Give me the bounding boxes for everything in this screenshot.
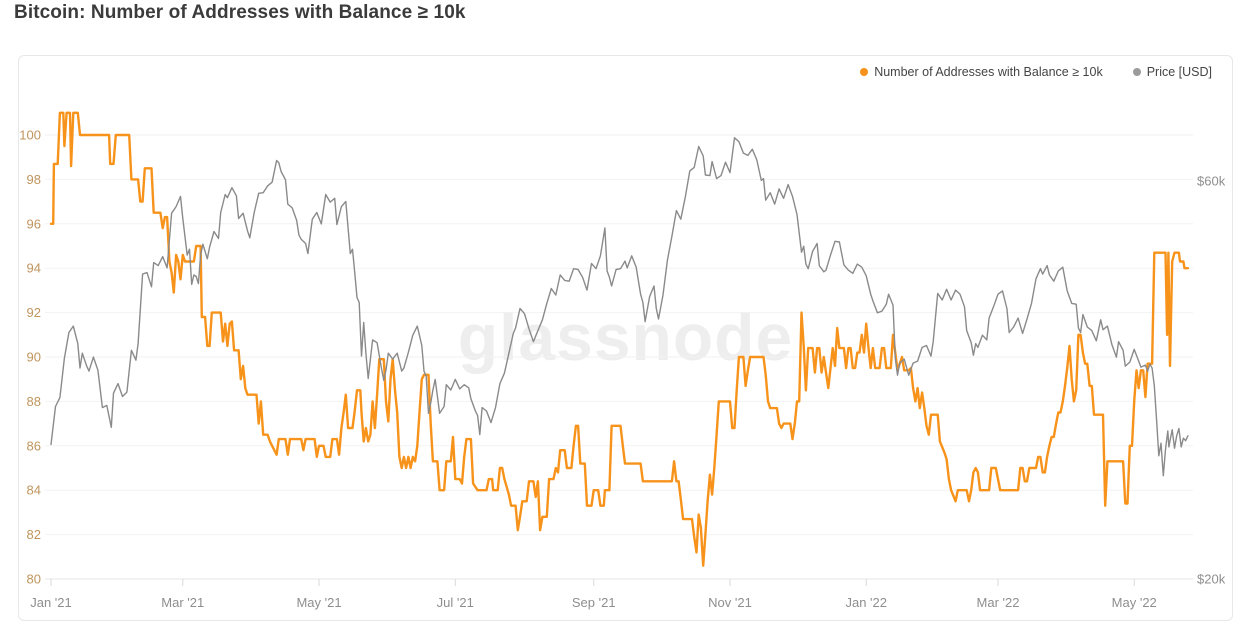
chart-card: Number of Addresses with Balance ≥ 10k P… xyxy=(18,55,1233,621)
page-title: Bitcoin: Number of Addresses with Balanc… xyxy=(14,2,466,23)
price-series-dot-icon xyxy=(1132,68,1141,76)
x-axis-label-Jan21: Jan '21 xyxy=(30,595,72,610)
y-left-label-84: 84 xyxy=(27,483,41,498)
x-axis-label-Jul21: Jul '21 xyxy=(437,595,474,610)
y-left-label-86: 86 xyxy=(27,438,41,453)
legend-label-price: Price [USD] xyxy=(1146,65,1212,79)
x-axis-label-Mar21: Mar '21 xyxy=(161,595,204,610)
addresses-series-dot-icon xyxy=(860,68,869,76)
x-axis-label-Jan22: Jan '22 xyxy=(845,595,887,610)
x-axis-label-May22: May '22 xyxy=(1112,595,1157,610)
y-left-label-80: 80 xyxy=(27,572,41,587)
legend-item-addresses[interactable]: Number of Addresses with Balance ≥ 10k xyxy=(860,65,1103,79)
price-line-series xyxy=(50,137,1189,477)
y-left-label-98: 98 xyxy=(27,172,41,187)
y-right-label-20k: $20k xyxy=(1197,572,1226,587)
legend-label-addresses: Number of Addresses with Balance ≥ 10k xyxy=(874,65,1103,79)
addresses-line-series xyxy=(49,111,1190,567)
y-left-label-100: 100 xyxy=(19,128,41,143)
chart-plot-area[interactable]: 100 98 96 94 92 90 88 86 84 82 80 $60k $20k Jan '21 Ma… xyxy=(19,56,1232,620)
x-axis-label-Sep21: Sep '21 xyxy=(572,595,616,610)
y-left-label-82: 82 xyxy=(27,527,41,542)
x-axis-label-Mar22: Mar '22 xyxy=(977,595,1020,610)
y-left-label-94: 94 xyxy=(27,261,41,276)
x-axis-label-May21: May '21 xyxy=(296,595,341,610)
y-left-label-88: 88 xyxy=(27,394,41,409)
chart-legend: Number of Addresses with Balance ≥ 10k P… xyxy=(860,65,1212,79)
x-axis-label-Nov21: Nov '21 xyxy=(708,595,752,610)
y-left-label-90: 90 xyxy=(27,350,41,365)
y-left-label-96: 96 xyxy=(27,216,41,231)
legend-item-price[interactable]: Price [USD] xyxy=(1132,65,1212,79)
y-left-label-92: 92 xyxy=(27,305,41,320)
y-right-label-60k: $60k xyxy=(1197,174,1226,189)
